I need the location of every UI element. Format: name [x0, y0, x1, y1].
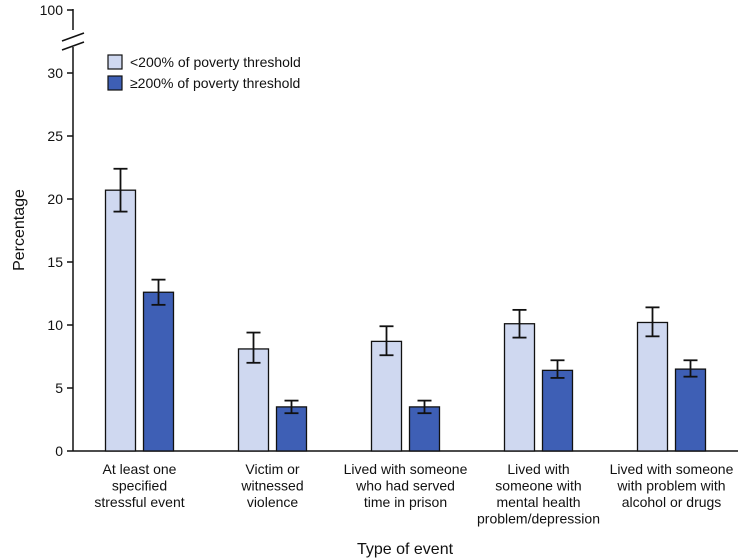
- bar-below-200pct: [636, 321, 669, 452]
- y-tick-label: 15: [47, 254, 63, 270]
- bar-below-200pct: [503, 323, 536, 452]
- x-category-label: At least one specified stressful event: [94, 461, 184, 510]
- x-category-label-line: someone with: [495, 478, 581, 494]
- bar-below-200pct: [370, 340, 403, 452]
- legend-label: <200% of poverty threshold: [130, 54, 301, 70]
- bar-at-or-above-200pct: [408, 406, 441, 452]
- legend-swatch: [107, 54, 123, 70]
- x-category-label-line: who had served: [355, 478, 455, 494]
- x-category-label-line: Victim or: [245, 461, 300, 477]
- bar-at-or-above-200pct: [275, 406, 308, 452]
- x-category-label-line: witnessed: [240, 478, 303, 494]
- x-category-label-line: Lived with: [507, 461, 569, 477]
- x-category-label-line: specified: [112, 478, 167, 494]
- x-category-label: Lived with someone with problem with alcoh…: [610, 461, 734, 510]
- x-category-label: Victim or witnessed violence: [240, 461, 303, 510]
- error-bars: [113, 167, 698, 415]
- x-category-label-line: stressful event: [94, 494, 184, 510]
- legend-label: ≥200% of poverty threshold: [130, 75, 300, 91]
- x-category-label-line: problem/depression: [477, 511, 600, 527]
- x-category-label: Lived with someone with mental health probl…: [477, 461, 600, 527]
- bar-below-200pct: [237, 348, 270, 452]
- y-tick-label: 20: [47, 191, 63, 207]
- x-category-label-line: At least one: [103, 461, 177, 477]
- y-axis-title: Percentage: [11, 189, 28, 271]
- y-tick-label: 100: [40, 2, 64, 18]
- axis-break-mark: [61, 32, 85, 42]
- axis-break-mark: [61, 41, 85, 51]
- bar-at-or-above-200pct: [674, 368, 707, 452]
- x-category-label-line: violence: [247, 494, 299, 510]
- y-tick-label: 25: [47, 128, 63, 144]
- x-category-label: Lived with someone who had served time in …: [344, 461, 468, 510]
- bar-below-200pct: [104, 189, 137, 452]
- y-tick-label: 0: [55, 443, 63, 459]
- legend-swatch: [107, 75, 123, 91]
- y-tick-label: 30: [47, 65, 63, 81]
- x-category-label-line: Lived with someone: [610, 461, 734, 477]
- x-category-label-line: alcohol or drugs: [622, 494, 722, 510]
- x-category-label-line: time in prison: [364, 494, 447, 510]
- bar-at-or-above-200pct: [541, 369, 574, 452]
- legend: <200% of poverty threshold ≥200% of pover…: [107, 54, 301, 91]
- x-category-label-line: mental health: [496, 494, 580, 510]
- x-axis-category-labels: At least one specified stressful event Vict…: [94, 461, 733, 527]
- x-axis-title: Type of event: [357, 541, 454, 558]
- y-axis: 100 0 5 10 15 20 25 30: [40, 2, 738, 459]
- y-tick-label: 5: [55, 380, 63, 396]
- x-category-label-line: Lived with someone: [344, 461, 468, 477]
- y-tick-label: 10: [47, 317, 63, 333]
- x-category-label-line: with problem with: [616, 478, 725, 494]
- bar-at-or-above-200pct: [142, 291, 175, 452]
- bars: [104, 189, 707, 452]
